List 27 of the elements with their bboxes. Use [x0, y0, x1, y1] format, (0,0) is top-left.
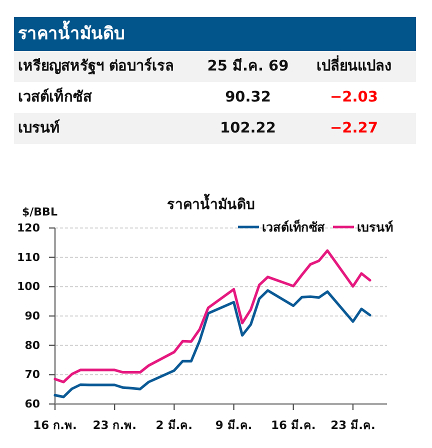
category-label: เวสต์เท็กซัส [18, 86, 92, 106]
text: เปลี่ยนแปลง [316, 54, 392, 74]
data-label: −2.27 [330, 120, 378, 136]
y-tick-label: 90 [24, 310, 40, 322]
data-label: 90.32 [225, 90, 271, 106]
y-tick-label: 110 [17, 250, 40, 264]
y-tick-label: 80 [24, 338, 40, 352]
x-tick-label: 23 มี.ค. [330, 418, 376, 432]
y-tick-label: 60 [24, 398, 40, 410]
y-tick-label: 120 [17, 222, 40, 234]
y-tick-label: 100 [17, 280, 40, 294]
x-tick-label: 9 มี.ค. [215, 418, 252, 432]
x-tick-label: 2 มี.ค. [156, 418, 193, 432]
y-axis-title: $/BBL [22, 206, 58, 218]
category-label: เบรนท์ [18, 118, 60, 136]
text: เหรียญสหรัฐฯ ต่อบาร์เรล [18, 56, 174, 76]
chart-title: ราคาน้ำมันดิบ [167, 193, 255, 213]
x-tick-label: 23 ก.พ. [92, 418, 136, 432]
text: ราคาน้ำมันดิบ [18, 20, 125, 44]
legend-label: เวสต์เท็กซัส [262, 220, 325, 234]
data-label: −2.03 [330, 90, 378, 106]
x-tick-label: 16 มี.ค. [270, 418, 316, 432]
data-label: 102.22 [220, 120, 276, 136]
legend-label: เบรนท์ [357, 220, 393, 234]
y-tick-label: 70 [24, 368, 40, 382]
x-tick-label: 16 ก.พ. [33, 418, 77, 432]
text: 25 มี.ค. 69 [207, 58, 289, 74]
